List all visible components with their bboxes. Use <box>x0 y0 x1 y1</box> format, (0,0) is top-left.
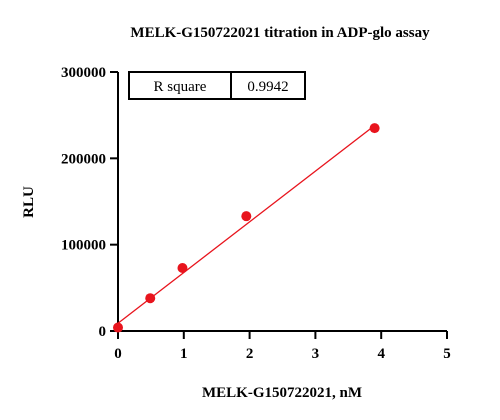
x-tick-label: 4 <box>377 346 385 362</box>
y-tick-label: 300000 <box>61 65 106 81</box>
data-point <box>241 211 252 222</box>
r-square-table: R square 0.9942 <box>128 71 306 100</box>
fit-line <box>117 125 376 324</box>
x-tick-label: 3 <box>312 346 320 362</box>
data-point <box>177 262 188 273</box>
data-point <box>113 322 123 333</box>
y-tick-label: 0 <box>99 324 107 340</box>
data-point <box>145 293 156 304</box>
y-tick-label: 200000 <box>61 151 106 167</box>
r-square-value: 0.9942 <box>247 79 288 95</box>
y-tick-label: 100000 <box>61 238 106 254</box>
r-square-table-border <box>128 71 306 100</box>
data-point <box>369 123 380 134</box>
x-axis-label: MELK-G150722021, nM <box>202 385 362 401</box>
x-tick-label: 2 <box>246 346 254 362</box>
x-tick-label: 1 <box>180 346 188 362</box>
fit-line-group <box>117 125 376 324</box>
axes <box>117 72 447 332</box>
y-axis-label: RLU <box>21 186 37 218</box>
r-square-label: R square <box>154 79 207 95</box>
data-points <box>113 123 380 333</box>
chart-title: MELK-G150722021 titration in ADP-glo ass… <box>130 25 430 41</box>
x-tick-label: 5 <box>443 346 451 362</box>
x-tick-label: 0 <box>114 346 122 362</box>
ticks: 0 1 2 3 4 5 0 100000 200000 300000 <box>61 65 451 362</box>
